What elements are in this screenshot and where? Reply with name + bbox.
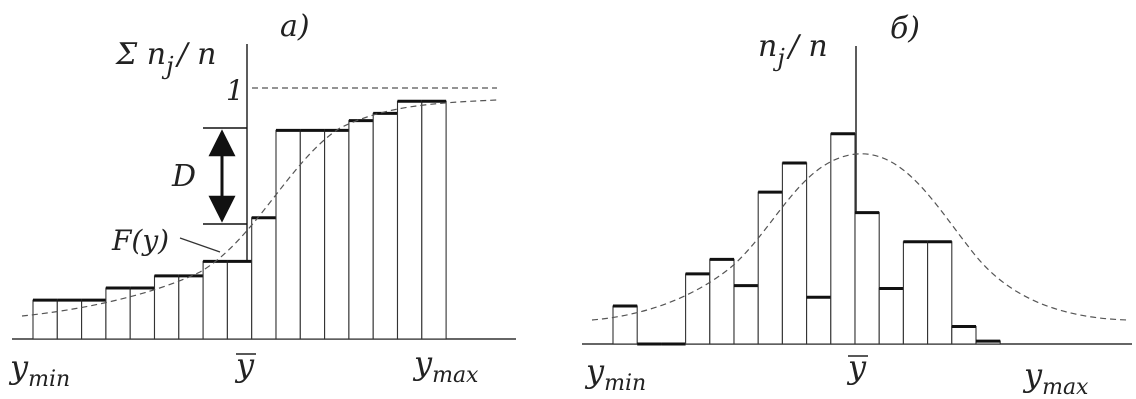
panel-b-bar <box>878 287 904 345</box>
panel-a-y-axis-label: Σ nj / n <box>115 37 217 80</box>
panel-a-bar <box>251 217 277 340</box>
panel-b-bar <box>709 258 735 345</box>
panel-b: б) nj / n ymin y ymax <box>582 11 1132 399</box>
panel-a-bar <box>299 129 326 340</box>
panel-a-label: а) <box>280 9 310 44</box>
panel-a-bar <box>324 129 350 340</box>
panel-b-bars <box>612 132 1001 346</box>
panel-a-bar <box>275 129 301 340</box>
panel-a-bar <box>372 112 399 340</box>
panel-a-bar <box>396 100 423 340</box>
panel-b-bar <box>830 133 856 345</box>
panel-a-bar <box>153 275 180 340</box>
panel-a-bar <box>56 299 83 340</box>
panel-b-mean-label: y <box>846 348 868 386</box>
panel-b-bar <box>854 212 880 345</box>
panel-b-xmin-label: ymin <box>584 352 646 396</box>
panel-b-bar <box>757 191 783 345</box>
panel-a-bar <box>129 287 156 340</box>
panel-a-cdf-curve <box>21 99 498 317</box>
panel-a-bar <box>32 299 58 340</box>
panel-b-bar <box>781 162 808 345</box>
panel-b-bar <box>806 296 832 345</box>
panel-a-bar <box>178 275 204 340</box>
panel-a-f-label: F(y) <box>111 224 169 257</box>
svg-text:y: y <box>234 346 255 384</box>
panel-b-density-curve <box>591 153 1129 321</box>
panel-a-bar <box>226 260 253 340</box>
panel-a-bar <box>421 100 447 340</box>
svg-text:y: y <box>846 348 867 386</box>
panel-a-xmax-label: ymax <box>412 344 479 388</box>
panel-a-d-label: D <box>171 159 196 194</box>
panel-a-mean-label: y <box>234 346 256 384</box>
panel-b-label: б) <box>890 11 920 46</box>
panel-b-bar <box>612 305 638 345</box>
panel-b-bar <box>733 285 759 345</box>
panel-a-bar <box>81 299 107 340</box>
panel-b-xmax-label: ymax <box>1022 356 1089 399</box>
panel-a-xmin-label: ymin <box>8 348 70 392</box>
panel-a-one-label: 1 <box>226 74 244 107</box>
panel-b-bar <box>951 325 977 345</box>
panel-a-f-leader <box>179 237 221 253</box>
panel-a-bars <box>32 99 447 340</box>
panel-a-bar <box>348 120 374 340</box>
panel-b-y-axis-label: nj / n <box>758 29 828 72</box>
panel-a-bar <box>105 287 131 340</box>
panel-b-bar <box>927 241 953 345</box>
panel-a-bar <box>202 260 228 340</box>
panel-b-bar <box>902 241 929 345</box>
panel-a: а) Σ nj / n 1 D F(y) ymin y ymax <box>8 9 516 392</box>
